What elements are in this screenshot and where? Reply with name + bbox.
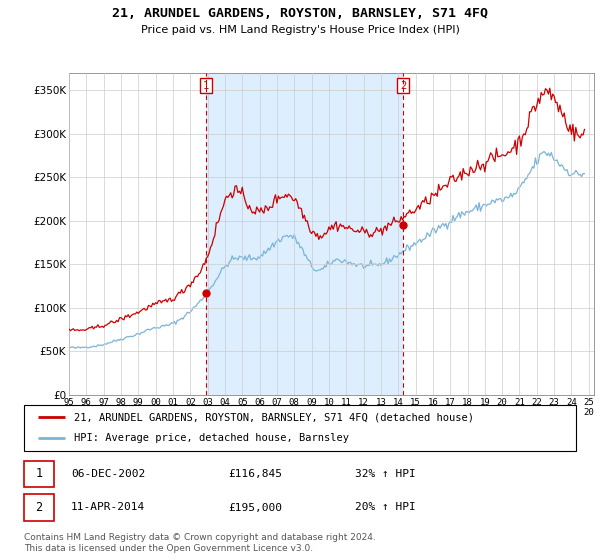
Text: £116,845: £116,845 xyxy=(228,469,282,479)
Text: Contains HM Land Registry data © Crown copyright and database right 2024.
This d: Contains HM Land Registry data © Crown c… xyxy=(24,533,376,553)
Text: 2: 2 xyxy=(35,501,43,514)
Text: 32% ↑ HPI: 32% ↑ HPI xyxy=(355,469,416,479)
Text: 1: 1 xyxy=(203,81,209,91)
Bar xyxy=(206,73,403,395)
Text: 21, ARUNDEL GARDENS, ROYSTON, BARNSLEY, S71 4FQ: 21, ARUNDEL GARDENS, ROYSTON, BARNSLEY, … xyxy=(112,7,488,20)
Bar xyxy=(24,494,55,521)
Text: 2: 2 xyxy=(400,81,406,91)
Text: 21, ARUNDEL GARDENS, ROYSTON, BARNSLEY, S71 4FQ (detached house): 21, ARUNDEL GARDENS, ROYSTON, BARNSLEY, … xyxy=(74,412,473,422)
Text: £195,000: £195,000 xyxy=(228,502,282,512)
Text: 1: 1 xyxy=(35,468,43,480)
Text: 11-APR-2014: 11-APR-2014 xyxy=(71,502,145,512)
Text: 06-DEC-2002: 06-DEC-2002 xyxy=(71,469,145,479)
Text: Price paid vs. HM Land Registry's House Price Index (HPI): Price paid vs. HM Land Registry's House … xyxy=(140,25,460,35)
Bar xyxy=(24,460,55,487)
Text: HPI: Average price, detached house, Barnsley: HPI: Average price, detached house, Barn… xyxy=(74,433,349,444)
Text: 20% ↑ HPI: 20% ↑ HPI xyxy=(355,502,416,512)
